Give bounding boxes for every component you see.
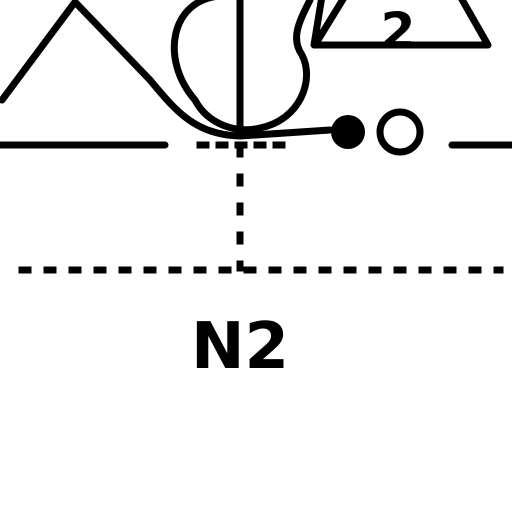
valve-body-shape [170,0,314,134]
left-triangle-shape [0,0,154,104]
node-label: N2 [191,310,289,384]
right-triangle-shape [310,0,492,49]
hollow-dot-icon [376,108,424,156]
solid-dot-icon [331,115,365,149]
valve-outlet-line [146,76,334,140]
triangle-label: 2 [381,2,416,60]
